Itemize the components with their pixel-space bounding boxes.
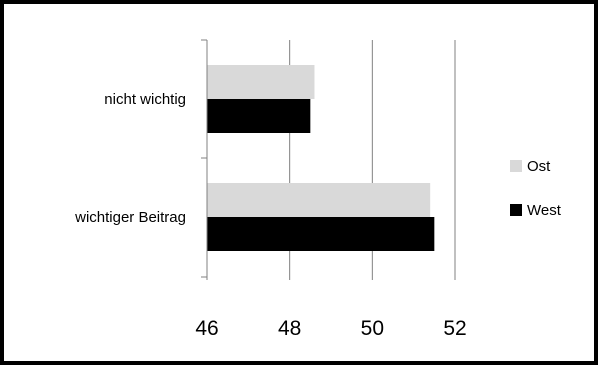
x-tick-labels: 46 48 50 52 bbox=[195, 317, 466, 340]
bar-west-0 bbox=[207, 99, 311, 133]
category-label: wichtiger Beitrag bbox=[74, 209, 186, 226]
bar-ost-1 bbox=[207, 183, 431, 217]
legend-label-west: West bbox=[527, 202, 562, 219]
axes bbox=[201, 39, 208, 280]
x-tick-label: 52 bbox=[443, 317, 466, 340]
bar-west-1 bbox=[207, 217, 435, 251]
bars bbox=[207, 65, 435, 251]
category-label: nicht wichtig bbox=[104, 91, 186, 108]
legend-swatch-west bbox=[510, 204, 522, 216]
x-tick-label: 48 bbox=[278, 317, 301, 340]
legend-label-ost: Ost bbox=[527, 158, 551, 175]
x-tick-label: 46 bbox=[195, 317, 218, 340]
category-labels: nicht wichtig wichtiger Beitrag bbox=[74, 91, 186, 226]
legend: Ost West bbox=[510, 158, 562, 219]
bar-ost-0 bbox=[207, 65, 315, 99]
x-tick-label: 50 bbox=[361, 317, 384, 340]
legend-swatch-ost bbox=[510, 160, 522, 172]
